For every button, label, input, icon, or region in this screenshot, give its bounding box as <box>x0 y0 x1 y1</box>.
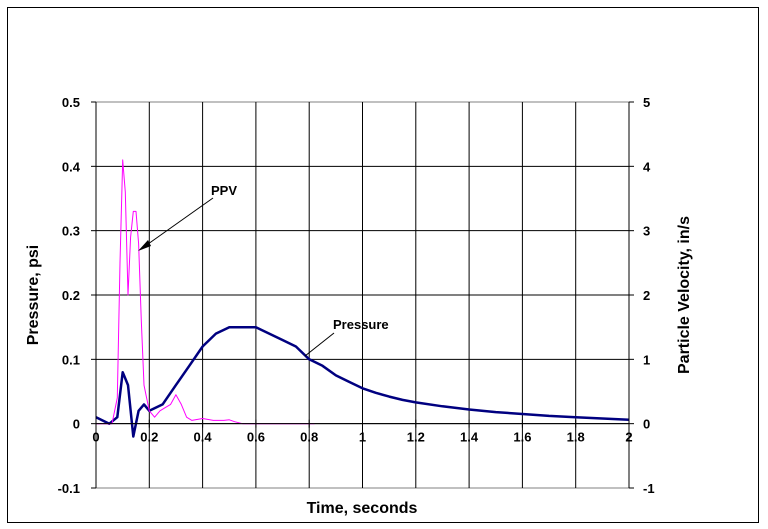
x-tick-label: 1.2 <box>407 430 425 445</box>
y-left-tick-label: 0.3 <box>62 224 80 239</box>
y-left-tick-label: 0.2 <box>62 288 80 303</box>
y-left-tick-label: 0 <box>73 417 80 432</box>
series-line-pressure <box>95 325 630 438</box>
chart-svg: 0 0.2 0.4 0.6 0.8 1 1.2 1.4 1.6 1.8 2 -0.1 0 0.1 0.2 0.… <box>25 95 693 517</box>
y-right-tick-label: 3 <box>643 224 650 239</box>
axes <box>91 101 634 489</box>
series-line-ppv <box>96 159 315 425</box>
y-right-tick-label: -1 <box>643 481 655 496</box>
x-tick-label: 0.2 <box>140 430 158 445</box>
x-tick-label: 0 <box>92 430 99 445</box>
tick-labels: 0 0.2 0.4 0.6 0.8 1 1.2 1.4 1.6 1.8 2 -0.1 0 0.1 0.2 0.… <box>58 95 655 496</box>
annotation-ppv-label: PPV <box>211 183 237 198</box>
annotation-pressure: Pressure <box>304 317 389 357</box>
y-right-tick-label: 0 <box>643 417 650 432</box>
y-axis-right-title: Particle Velocity, in/s <box>676 216 693 374</box>
annotation-pressure-leader <box>304 332 335 357</box>
annotation-ppv-arrowhead <box>138 240 151 251</box>
x-axis-title: Time, seconds <box>307 500 418 517</box>
y-left-tick-label: 0.1 <box>62 352 80 367</box>
y-left-tick-label: 0.4 <box>62 159 81 174</box>
y-right-tick-label: 5 <box>643 95 650 110</box>
y-right-tick-label: 4 <box>643 159 651 174</box>
x-tick-label: 1.4 <box>460 430 479 445</box>
annotation-ppv-arrow <box>140 197 214 250</box>
x-tick-label: 1 <box>359 430 366 445</box>
x-tick-label: 1.6 <box>513 430 531 445</box>
annotation-pressure-label: Pressure <box>333 317 389 332</box>
y-axis-left-title: Pressure, psi <box>25 245 42 346</box>
annotation-ppv: PPV <box>138 183 237 251</box>
x-tick-label: 2 <box>625 430 632 445</box>
y-right-tick-label: 1 <box>643 352 650 367</box>
chart-area: 0 0.2 0.4 0.6 0.8 1 1.2 1.4 1.6 1.8 2 -0.1 0 0.1 0.2 0.… <box>7 7 759 523</box>
y-left-tick-label: -0.1 <box>58 481 80 496</box>
series-group <box>95 159 630 438</box>
y-left-tick-label: 0.5 <box>62 95 80 110</box>
y-right-tick-label: 2 <box>643 288 650 303</box>
x-tick-label: 0.4 <box>194 430 213 445</box>
x-tick-label: 0.8 <box>300 430 318 445</box>
x-tick-label: 1.8 <box>567 430 585 445</box>
x-tick-label: 0.6 <box>247 430 265 445</box>
